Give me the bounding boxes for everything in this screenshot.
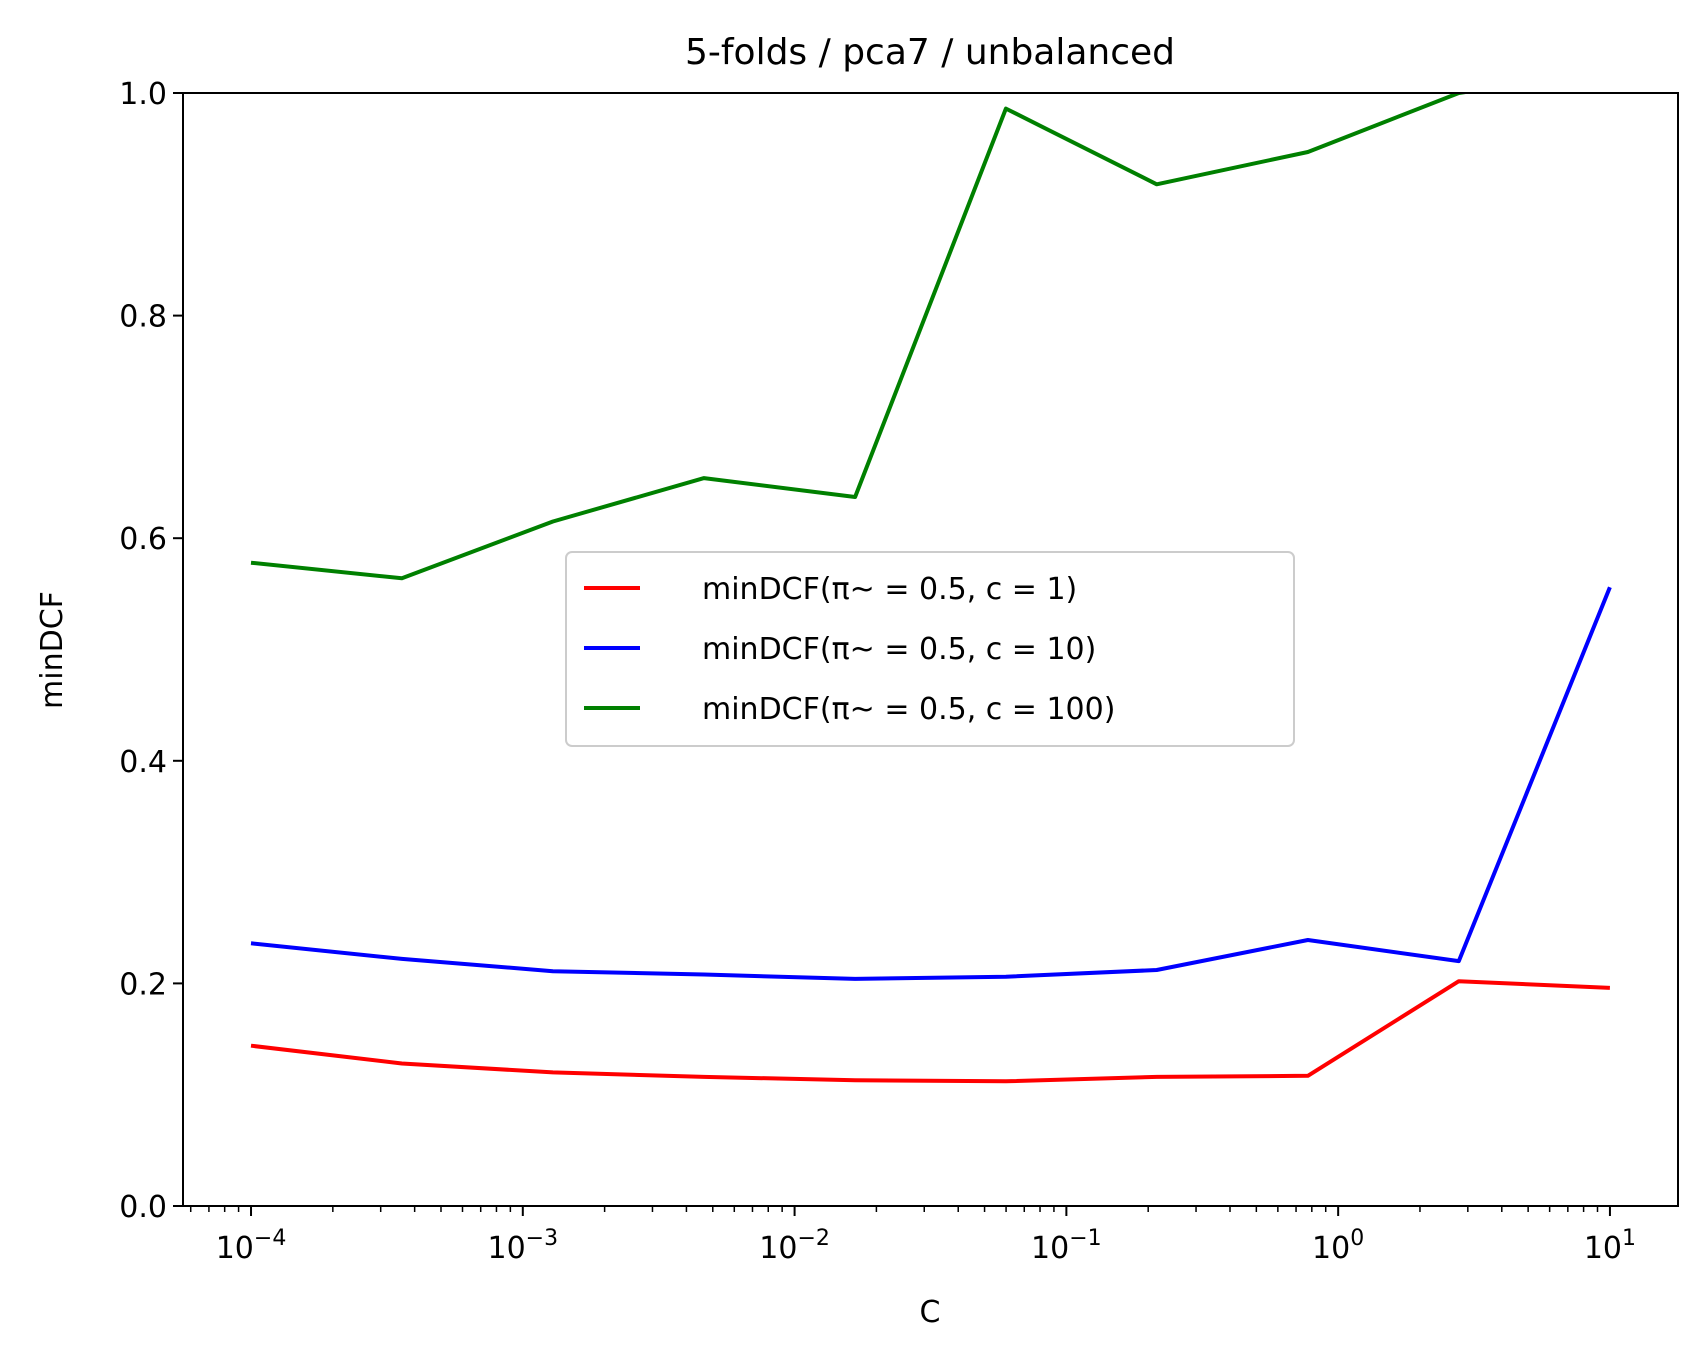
x-tick-base: 10 [487,1231,525,1266]
plot-frame [182,92,1679,1207]
x-tick-label: 100 [1312,1226,1364,1266]
x-tick-base: 10 [759,1231,797,1266]
y-tick-label: 0.6 [119,522,167,557]
x-tick-base: 10 [1584,1231,1622,1266]
x-tick-base: 10 [216,1231,254,1266]
x-tick-label: 10−3 [487,1226,558,1266]
x-tick-exponent: −1 [1069,1226,1101,1251]
x-tick-base: 10 [1031,1231,1069,1266]
y-tick-label: 0.8 [119,300,167,335]
x-tick-exponent: −2 [797,1226,829,1251]
x-tick-label: 101 [1584,1226,1636,1266]
x-axis: 10−4 10−3 10−2 10−1 100 101 [189,1206,1636,1266]
x-tick-label: 10−1 [1031,1226,1102,1266]
y-axis: 0.0 0.2 0.4 0.6 0.8 1.0 [119,77,183,1225]
y-tick-label: 0.2 [119,967,167,1002]
y-tick-label: 0.4 [119,745,167,780]
legend: minDCF(π~ = 0.5, c = 1) minDCF(π~ = 0.5, … [565,551,1295,747]
legend-label-3: minDCF(π~ = 0.5, c = 100) [702,692,1115,727]
series-line-2 [250,586,1612,981]
chart-title: 5-folds / pca7 / unbalanced [685,32,1175,73]
x-tick-label: 10−4 [216,1226,287,1266]
x-axis-title: C [920,1295,941,1330]
y-axis-title: minDCF [35,591,70,709]
x-tick-label: 10−2 [759,1226,830,1266]
x-tick-base: 10 [1312,1231,1350,1266]
y-tick-label: 1.0 [119,77,167,112]
x-tick-exponent: −4 [254,1226,286,1251]
x-tick-exponent: 1 [1622,1226,1636,1251]
series-layer [250,93,1612,1084]
x-tick-exponent: 0 [1350,1226,1364,1251]
legend-label-1: minDCF(π~ = 0.5, c = 1) [702,572,1077,607]
x-tick-exponent: −3 [526,1226,558,1251]
legend-label-2: minDCF(π~ = 0.5, c = 10) [702,632,1096,667]
series-line-1 [250,979,1610,1084]
series-line-3 [250,93,1473,581]
legend-box [565,551,1295,747]
y-tick-label: 0.0 [119,1190,167,1225]
